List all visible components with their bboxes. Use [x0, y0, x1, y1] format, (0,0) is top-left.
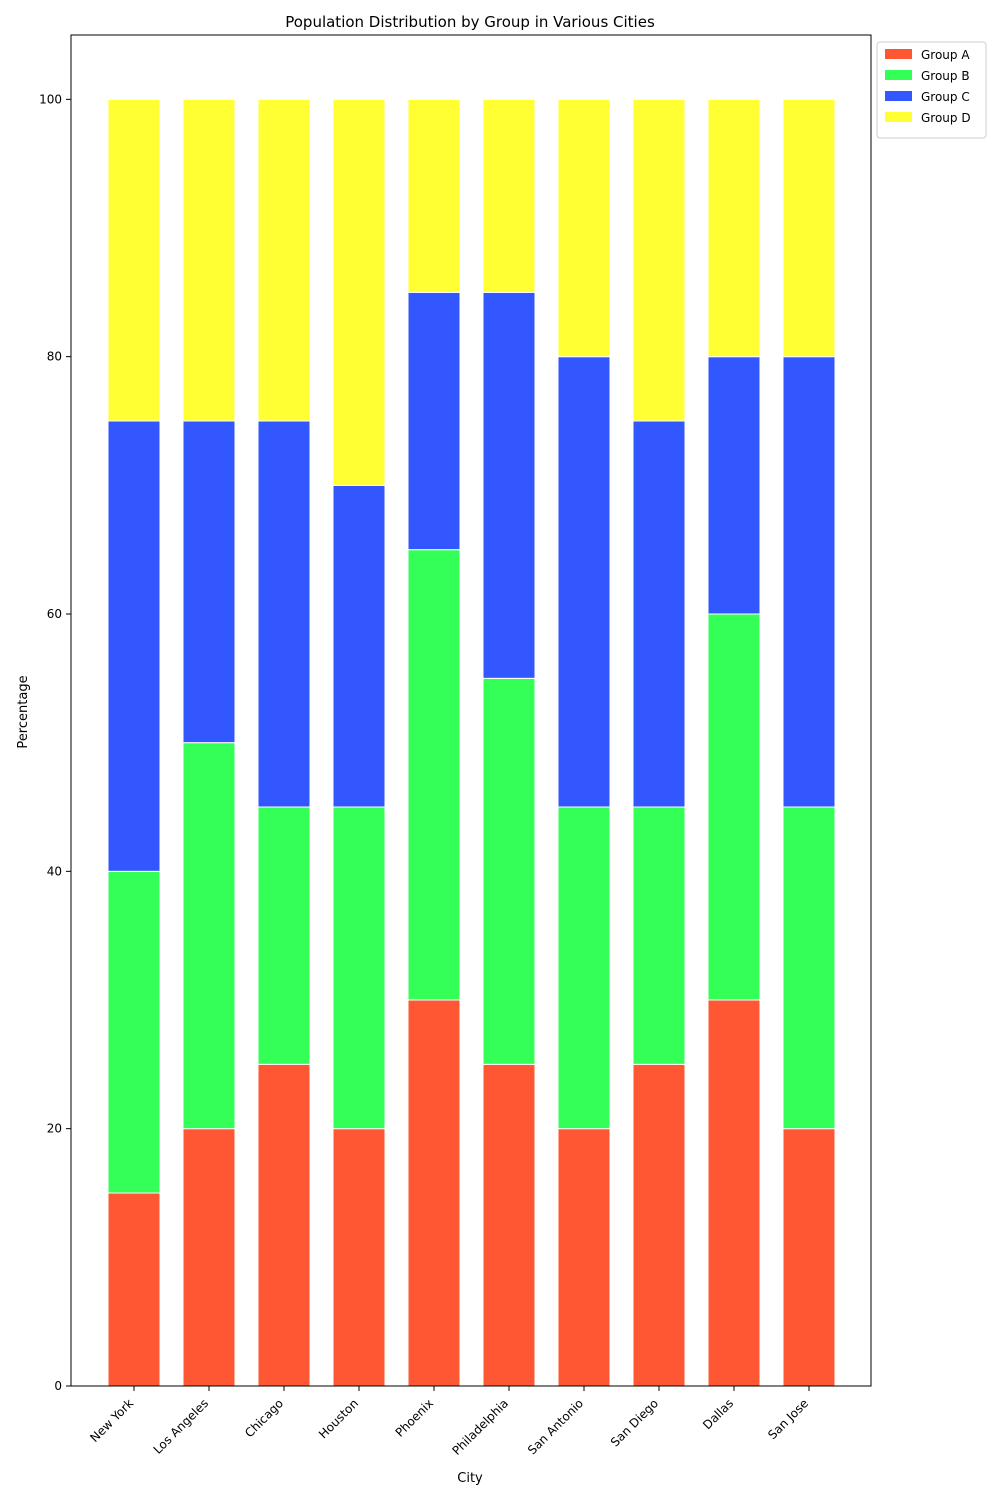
bar-group-c-phoenix	[407, 291, 461, 551]
bar-group-b-dallas	[707, 613, 761, 1001]
bar-group-d-san-jose	[782, 98, 836, 358]
bar-group-c-chicago	[257, 420, 311, 808]
bar-group-a-san-antonio	[557, 1128, 611, 1387]
bar-group-d-phoenix	[407, 98, 461, 293]
bar-group-d-houston	[332, 98, 386, 486]
bar-group-d-san-antonio	[557, 98, 611, 358]
legend-label: Group B	[921, 69, 970, 83]
bar-group-a-chicago	[257, 1063, 311, 1387]
bar-group-b-philadelphia	[482, 677, 536, 1065]
y-tick-label: 60	[47, 607, 62, 621]
legend-swatch	[885, 70, 912, 80]
bar-group-d-philadelphia	[482, 98, 536, 293]
x-tick-label: Los Angeles	[151, 1396, 212, 1457]
chart-title: Population Distribution by Group in Vari…	[285, 13, 655, 31]
legend-swatch	[885, 112, 912, 122]
bar-group-c-philadelphia	[482, 291, 536, 679]
bar-group-a-los-angeles	[182, 1128, 236, 1387]
bar-group-a-houston	[332, 1128, 386, 1387]
bar-group-c-san-antonio	[557, 356, 611, 808]
bar-group-b-los-angeles	[182, 742, 236, 1130]
legend-swatch	[885, 49, 912, 59]
legend: Group A Group B Group C Group D	[876, 41, 987, 139]
bar-group-b-houston	[332, 806, 386, 1130]
x-tick-label: Philadelphia	[450, 1396, 512, 1458]
x-axis: New York Los Angeles Chicago Houston Phoenix…	[87, 1386, 811, 1458]
bar-group-b-chicago	[257, 806, 311, 1065]
y-tick-label: 100	[39, 92, 62, 106]
bar-group-c-houston	[332, 484, 386, 808]
bar-group-d-new-york	[107, 98, 161, 422]
x-tick-label: Phoenix	[393, 1396, 437, 1440]
bar-group-d-dallas	[707, 98, 761, 358]
legend-label: Group D	[921, 111, 971, 125]
bar-group-a-dallas	[707, 999, 761, 1387]
y-tick-label: 40	[47, 864, 62, 878]
x-tick-label: San Diego	[608, 1396, 661, 1449]
bar-group-a-new-york	[107, 1192, 161, 1387]
bar-group-b-san-jose	[782, 806, 836, 1130]
y-tick-label: 0	[54, 1379, 62, 1393]
bar-group-d-chicago	[257, 98, 311, 422]
x-tick-label: Dallas	[700, 1396, 736, 1432]
x-axis-title: City	[457, 1471, 483, 1486]
bar-group-d-san-diego	[632, 98, 686, 422]
bar-group-c-san-diego	[632, 420, 686, 808]
legend-label: Group A	[921, 48, 970, 62]
bar-group-c-new-york	[107, 420, 161, 872]
bar-group-c-san-jose	[782, 356, 836, 808]
x-tick-label: San Jose	[765, 1396, 811, 1442]
y-tick-label: 80	[47, 350, 62, 364]
bar-group-a-san-diego	[632, 1063, 686, 1387]
bar-group-a-philadelphia	[482, 1063, 536, 1387]
bar-group-b-san-diego	[632, 806, 686, 1065]
x-tick-label: Chicago	[242, 1396, 286, 1440]
plot-frame	[70, 34, 872, 1387]
bar-group-b-san-antonio	[557, 806, 611, 1130]
y-tick-label: 20	[47, 1122, 62, 1136]
y-axis: 0 20 40 60 80 100	[39, 92, 71, 1393]
bar-group-a-san-jose	[782, 1128, 836, 1387]
bar-group-c-los-angeles	[182, 420, 236, 744]
x-tick-label: New York	[87, 1396, 136, 1445]
bar-group-a-phoenix	[407, 999, 461, 1387]
x-tick-label: Houston	[316, 1396, 361, 1441]
bar-group-d-los-angeles	[182, 98, 236, 422]
bar-group-c-dallas	[707, 356, 761, 615]
bar-group-b-new-york	[107, 870, 161, 1194]
y-axis-title: Percentage	[16, 675, 31, 748]
legend-label: Group C	[921, 90, 970, 104]
legend-swatch	[885, 91, 912, 101]
bar-group-b-phoenix	[407, 549, 461, 1001]
bars-layer	[107, 98, 836, 1387]
x-tick-label: San Antonio	[525, 1396, 586, 1457]
